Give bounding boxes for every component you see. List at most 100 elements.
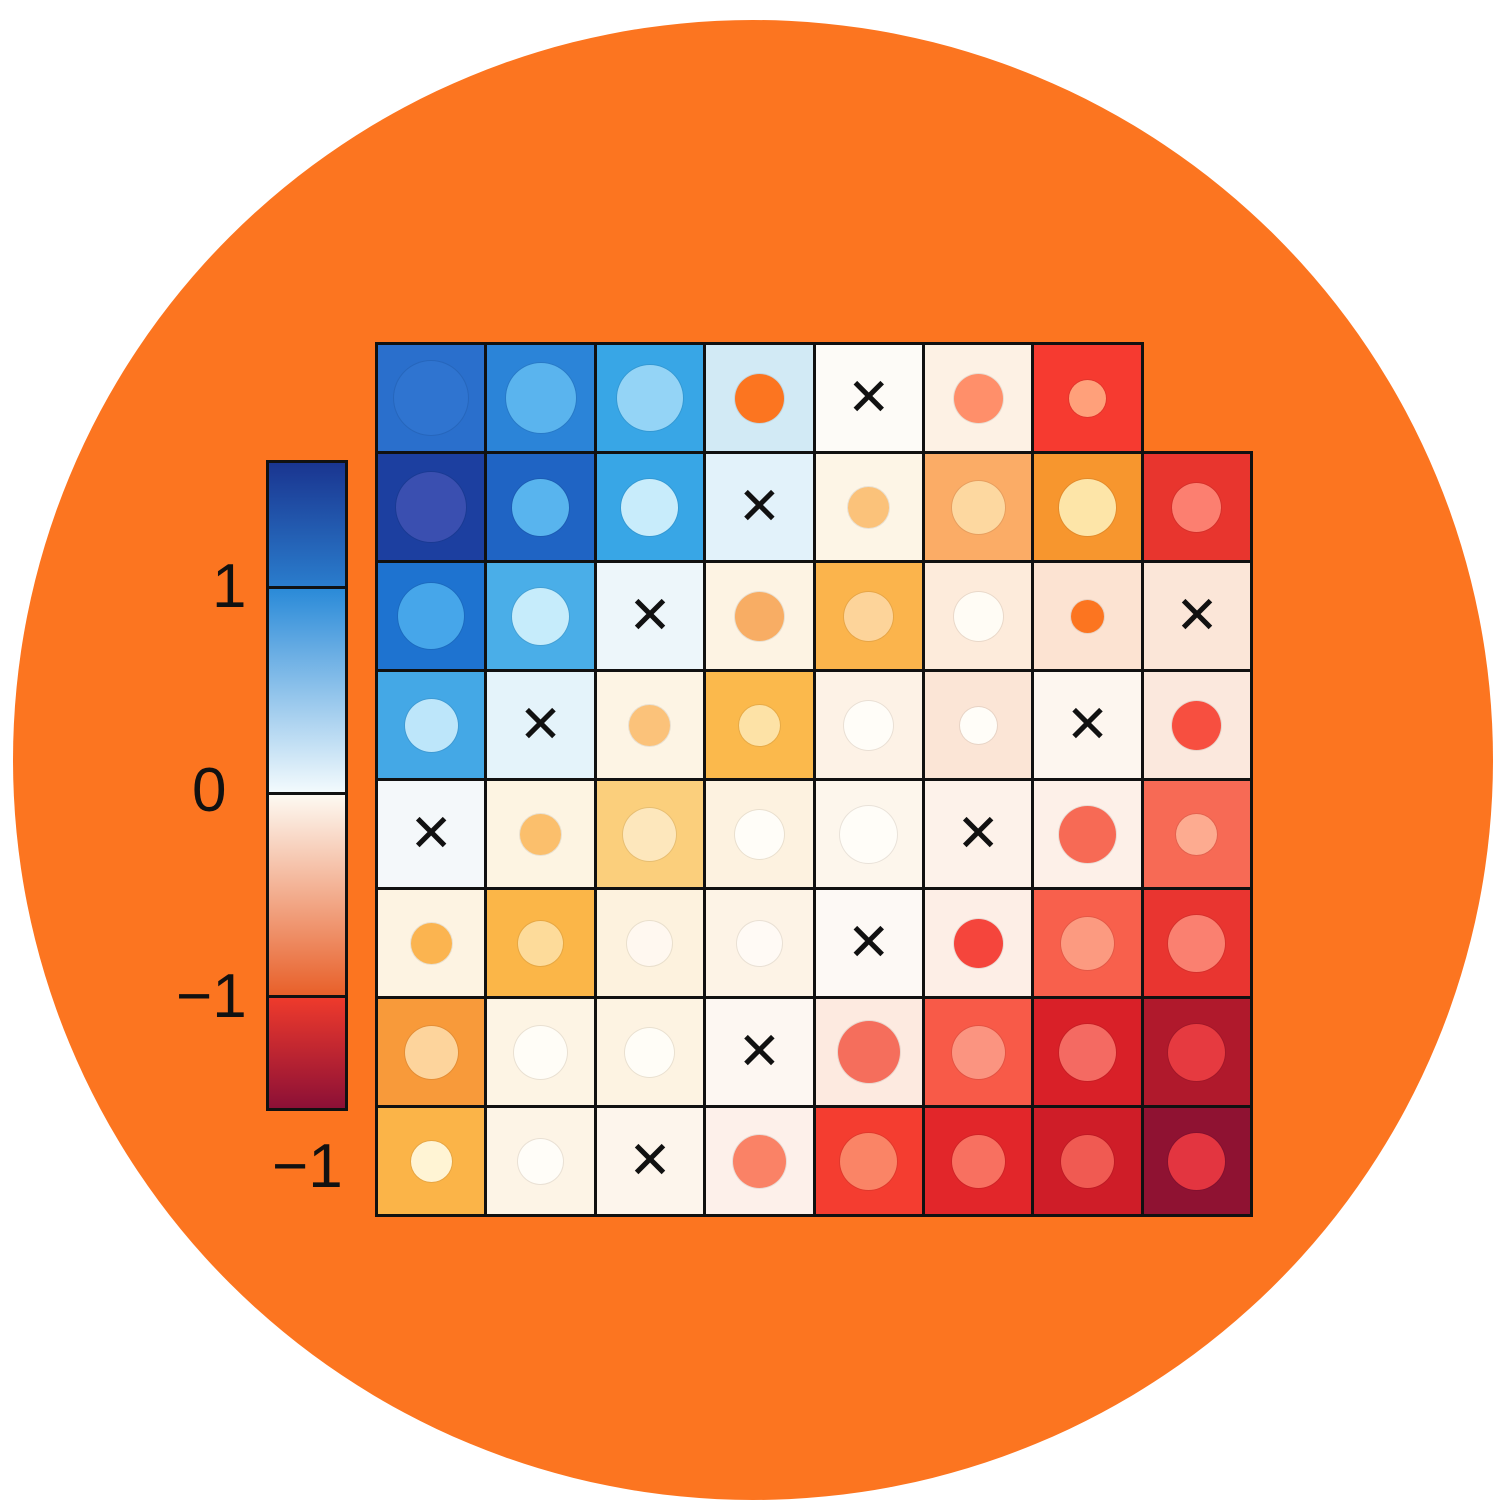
circle-marker — [1059, 1023, 1117, 1081]
heatmap-cell — [375, 1105, 488, 1217]
circle-marker — [848, 486, 890, 528]
heatmap-cell — [484, 451, 597, 563]
heatmap-cell — [1031, 560, 1144, 672]
heatmap-cell — [1140, 996, 1254, 1108]
heatmap-cell — [703, 1105, 816, 1217]
circle-marker — [837, 1021, 900, 1083]
circle-marker — [844, 591, 894, 641]
circle-marker — [1168, 1132, 1226, 1190]
heatmap-cell — [922, 887, 1035, 999]
heatmap-cell: ✕ — [484, 669, 597, 781]
circle-marker — [398, 583, 465, 649]
circle-marker — [621, 478, 679, 536]
heatmap-cell — [922, 451, 1035, 563]
heatmap-cell: ✕ — [703, 451, 816, 563]
heatmap-cell — [593, 996, 707, 1108]
heatmap-cell — [1031, 996, 1144, 1108]
heatmap-cell — [922, 996, 1035, 1108]
heatmap-cell — [812, 778, 925, 890]
heatmap-cell — [375, 451, 488, 563]
circle-marker — [623, 807, 677, 861]
heatmap-cell: ✕ — [1140, 560, 1254, 672]
heatmap-cell — [812, 669, 925, 781]
heatmap-cell — [593, 778, 707, 890]
heatmap-cell — [922, 560, 1035, 672]
colorbar-tick-label: 0 — [192, 756, 227, 825]
circle-marker — [1061, 1134, 1115, 1188]
cross-marker: ✕ — [956, 805, 1000, 863]
circle-marker — [1059, 478, 1117, 536]
cross-marker: ✕ — [737, 478, 782, 536]
circle-marker — [840, 1132, 898, 1190]
circle-marker — [514, 1025, 568, 1079]
heatmap-cell — [1140, 451, 1254, 563]
circle-marker — [518, 920, 564, 966]
circle-marker — [1168, 1023, 1226, 1081]
circle-marker — [1061, 916, 1115, 970]
colorbar — [266, 460, 348, 1111]
heatmap-cell: ✕ — [922, 778, 1035, 890]
cross-marker: ✕ — [847, 369, 891, 427]
circle-marker — [1168, 914, 1226, 972]
circle-marker — [734, 809, 784, 859]
heatmap-cell — [484, 342, 597, 454]
heatmap-cell — [1031, 342, 1144, 454]
colorbar-segment — [269, 795, 345, 998]
heatmap-cell — [1140, 669, 1254, 781]
heatmap-cell — [703, 560, 816, 672]
circle-marker — [953, 373, 1003, 423]
circle-marker — [394, 361, 469, 435]
circle-marker — [616, 365, 683, 431]
heatmap-cell: ✕ — [593, 1105, 707, 1217]
circle-marker — [627, 920, 673, 966]
circle-marker — [736, 920, 782, 966]
colorbar-extra-label: −1 — [272, 1132, 343, 1201]
heatmap-cell — [703, 669, 816, 781]
colorbar-segment — [269, 589, 345, 795]
circle-marker — [625, 1027, 675, 1077]
heatmap-cell — [593, 887, 707, 999]
circle-marker — [404, 698, 458, 752]
heatmap-cell: ✕ — [1031, 669, 1144, 781]
heatmap-cell — [484, 778, 597, 890]
circle-marker — [734, 373, 784, 423]
heatmap-cell — [1140, 1105, 1254, 1217]
heatmap-cell — [922, 342, 1035, 454]
heatmap-cell — [1031, 1105, 1144, 1217]
heatmap-cell — [593, 342, 707, 454]
heatmap-cell — [484, 560, 597, 672]
heatmap-cell — [812, 560, 925, 672]
circle-marker — [1172, 482, 1222, 532]
heatmap-cell: ✕ — [375, 778, 488, 890]
colorbar-tick-label: −1 — [176, 962, 247, 1031]
cross-marker: ✕ — [628, 587, 672, 645]
circle-marker — [520, 813, 562, 855]
heatmap-cell — [1031, 887, 1144, 999]
circle-marker — [505, 363, 576, 433]
cross-marker: ✕ — [737, 1023, 782, 1081]
circle-marker — [512, 478, 570, 536]
heatmap-cell — [484, 887, 597, 999]
circle-marker — [840, 805, 898, 863]
heatmap-cell — [375, 669, 488, 781]
cross-marker: ✕ — [1065, 696, 1110, 754]
heatmap-cell — [375, 342, 488, 454]
heatmap-cell — [593, 669, 707, 781]
cross-marker: ✕ — [847, 914, 891, 972]
heatmap-cell — [703, 778, 816, 890]
heatmap-cell — [484, 996, 597, 1108]
heatmap-cell: ✕ — [703, 996, 816, 1108]
heatmap-cell — [812, 996, 925, 1108]
circle-marker — [1059, 805, 1117, 863]
circle-marker — [951, 480, 1005, 534]
heatmap-cell — [812, 451, 925, 563]
heatmap-cell — [1031, 778, 1144, 890]
cross-marker: ✕ — [518, 696, 563, 754]
heatmap-cell: ✕ — [593, 560, 707, 672]
circle-marker — [1071, 599, 1105, 633]
heatmap-cell — [593, 451, 707, 563]
circle-marker — [953, 918, 1003, 968]
colorbar-segment — [269, 998, 345, 1108]
heatmap-cell — [703, 342, 816, 454]
circle-marker — [1069, 379, 1107, 417]
